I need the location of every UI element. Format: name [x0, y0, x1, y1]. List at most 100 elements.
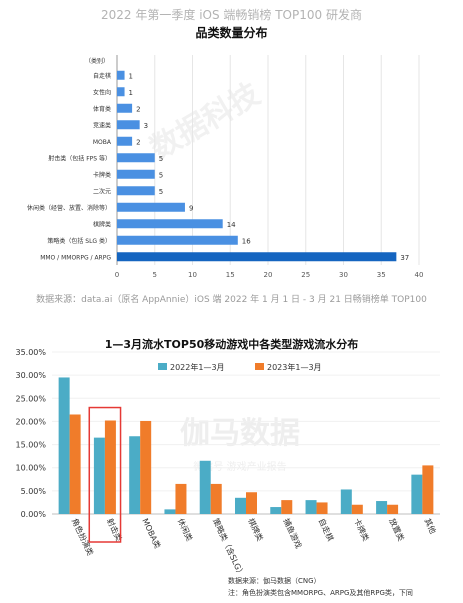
top-value-label: 14 [227, 221, 236, 229]
bottom-bar [175, 483, 187, 514]
top-x-tick-label: 15 [226, 271, 235, 279]
top-category-label: 体育类 [93, 105, 111, 113]
bottom-legend-swatch [158, 363, 167, 370]
top-x-tick-label: 35 [377, 271, 386, 279]
top-value-label: 2 [136, 105, 140, 113]
bottom-bar [235, 497, 246, 514]
top-bar [117, 87, 125, 97]
bottom-bar [69, 414, 81, 514]
top-bar [117, 252, 397, 262]
bottom-y-tick-label: 20.00% [15, 417, 46, 426]
bottom-category-label: 自走棋 [317, 517, 336, 543]
bottom-bar [104, 420, 116, 514]
bottom-category-label: MOBA类 [140, 517, 163, 550]
top-x-tick-label: 0 [115, 271, 119, 279]
top-category-label: 休闲类（经营、放置、消除等） [27, 204, 111, 212]
bottom-chart-source-2: 注：角色扮演类包含MMORPG、ARPG及其他RPG类，下同 [228, 589, 413, 597]
top-value-label: 5 [159, 155, 163, 163]
bottom-bar [305, 500, 317, 514]
top-value-label: 5 [159, 171, 163, 179]
bottom-watermark-sub: 微信号 游戏产业报告 [193, 460, 286, 473]
bottom-y-tick-label: 30.00% [15, 371, 46, 380]
top-value-label: 1 [129, 72, 133, 80]
top-chart-panel: 2022 年第一季度 iOS 端畅销榜 TOP100 研发商 品类数量分布 数据… [27, 8, 427, 305]
top-x-tick-label: 30 [339, 271, 348, 279]
top-value-label: 16 [242, 237, 251, 245]
top-category-label: 射击类（包括 FPS 等） [48, 154, 111, 162]
bottom-category-label: 其他 [423, 517, 439, 536]
bottom-bar [411, 474, 423, 514]
top-bar [117, 235, 238, 245]
bottom-bar [281, 500, 293, 514]
top-x-tick-label: 20 [264, 271, 273, 279]
top-bar [117, 186, 155, 196]
bottom-bar [340, 489, 352, 514]
top-category-label: 自走棋 [93, 72, 111, 80]
bottom-bar [316, 502, 328, 514]
top-value-label: 5 [159, 188, 163, 196]
bottom-bar [164, 509, 176, 514]
bottom-bar [246, 492, 257, 514]
top-bar [117, 169, 155, 179]
bottom-y-tick-label: 5.00% [21, 487, 47, 496]
bottom-chart-title: 1—3月流水TOP50移动游戏中各类型游戏流水分布 [104, 338, 359, 351]
bottom-legend-label: 2023年1—3月 [267, 362, 322, 372]
bottom-category-label: 放置类 [387, 517, 406, 543]
top-x-tick-label: 5 [153, 271, 157, 279]
top-value-label: 2 [136, 138, 140, 146]
top-value-label: 9 [189, 204, 193, 212]
bottom-y-tick-label: 15.00% [15, 441, 46, 450]
top-bar [117, 120, 140, 130]
top-chart-source: 数据来源：data.ai（原名 AppAnnie）iOS 端 2022 年 1 … [36, 295, 427, 305]
top-watermark: 数据科技 [145, 77, 266, 167]
top-category-label: 竞速类 [93, 121, 111, 129]
top-category-label: 女性向 [93, 88, 111, 96]
bottom-highlight-box [88, 406, 122, 543]
top-x-tick-label: 25 [301, 271, 310, 279]
top-x-tick-label: 40 [415, 271, 424, 279]
top-category-label: 二次元 [93, 187, 111, 195]
bottom-category-label: 捕鱼游戏 [281, 517, 304, 550]
bottom-y-tick-label: 25.00% [15, 394, 46, 403]
bottom-bar [140, 420, 152, 514]
bottom-bar [376, 501, 388, 514]
top-category-header: （类别） [85, 57, 109, 65]
top-bar [117, 202, 185, 212]
bottom-bar [270, 507, 282, 514]
top-value-label: 3 [144, 122, 148, 130]
top-bar [117, 153, 155, 163]
bottom-category-label: 策略类（含SLG） [211, 517, 247, 579]
bottom-category-label: 卡牌类 [352, 517, 371, 543]
bottom-y-tick-label: 0.00% [21, 510, 47, 519]
bottom-chart-source-1: 数据来源：伽马数据（CNG） [228, 577, 321, 585]
top-value-label: 37 [400, 254, 409, 262]
bottom-bar [210, 483, 222, 514]
top-category-label: MMO / MMORPG / ARPG [40, 254, 111, 261]
top-bar [117, 70, 125, 80]
bottom-category-label: 射击类 [105, 517, 124, 543]
top-category-label: MOBA [93, 139, 112, 146]
bottom-category-label: 角色扮演类 [70, 517, 96, 557]
bottom-bar [199, 460, 211, 514]
bottom-bar [351, 504, 363, 514]
top-category-label: 策略类（包括 SLG 类） [47, 237, 111, 245]
bottom-legend-swatch [255, 363, 264, 370]
bottom-bar [129, 436, 141, 514]
bottom-legend-label: 2022年1—3月 [170, 362, 225, 372]
top-chart-title: 品类数量分布 [195, 26, 268, 40]
top-x-tick-label: 10 [188, 271, 197, 279]
top-value-label: 1 [129, 89, 133, 97]
bottom-bar [93, 437, 105, 514]
bottom-chart-panel: 1—3月流水TOP50移动游戏中各类型游戏流水分布 伽马数据 微信号 游戏产业报告… [0, 318, 463, 603]
top-bar [117, 103, 133, 113]
bottom-bar [58, 377, 70, 514]
bottom-category-label: 休闲类 [176, 517, 195, 543]
bottom-bar [422, 465, 434, 514]
top-bar [117, 136, 133, 146]
top-bar [117, 219, 223, 229]
top-category-label: 卡牌类 [93, 171, 111, 179]
bottom-category-label: 棋牌类 [246, 517, 265, 543]
bottom-y-tick-label: 10.00% [15, 464, 46, 473]
